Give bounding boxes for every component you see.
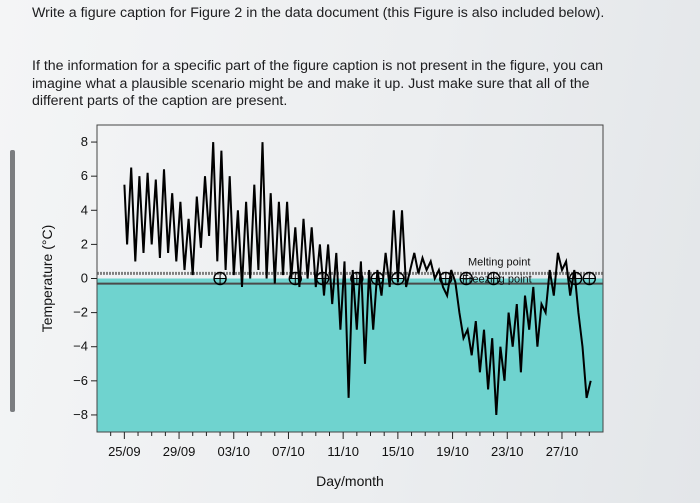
- scrollbar[interactable]: [10, 150, 15, 412]
- x-axis-title: Day/month: [316, 473, 384, 489]
- temperature-series-line: [123, 142, 592, 415]
- y-axis-title: Temperature (°C): [39, 225, 55, 333]
- prompt-paragraph-2: If the information for a specific part o…: [32, 58, 603, 109]
- x-tick-label: 11/10: [327, 444, 359, 459]
- x-tick-label: 19/10: [436, 444, 469, 459]
- y-tick-label: −8: [73, 407, 88, 422]
- y-tick-label: 2: [81, 236, 88, 251]
- x-tick-label: 29/09: [163, 444, 196, 459]
- x-tick-label: 15/10: [382, 444, 415, 459]
- y-tick-label: −6: [73, 373, 88, 388]
- melting-point-label: Melting point: [468, 256, 530, 268]
- freezing-point-label: Freezing point: [462, 274, 532, 286]
- x-tick-label: 23/10: [491, 444, 524, 459]
- y-tick-label: −2: [73, 305, 88, 320]
- y-tick-label: −4: [73, 339, 88, 354]
- x-tick-label: 27/10: [546, 444, 579, 459]
- y-tick-label: 6: [81, 168, 88, 183]
- y-tick-label: 8: [81, 134, 88, 149]
- x-tick-label: 03/10: [217, 444, 250, 459]
- y-axis: 8 6 4 2 0 −2 −4 −6 −8: [73, 134, 97, 422]
- x-tick-label: 07/10: [272, 444, 305, 459]
- x-axis: 25/09 29/09 03/10 07/10 11/10 15/10 19/10 23/10…: [108, 432, 590, 459]
- prompt-paragraph-1: Write a figure caption for Figure 2 in t…: [32, 5, 605, 21]
- y-tick-label: 4: [81, 202, 88, 217]
- crossing-markers: [213, 271, 597, 286]
- y-tick-label: 0: [81, 271, 88, 286]
- x-tick-label: 25/09: [108, 444, 141, 459]
